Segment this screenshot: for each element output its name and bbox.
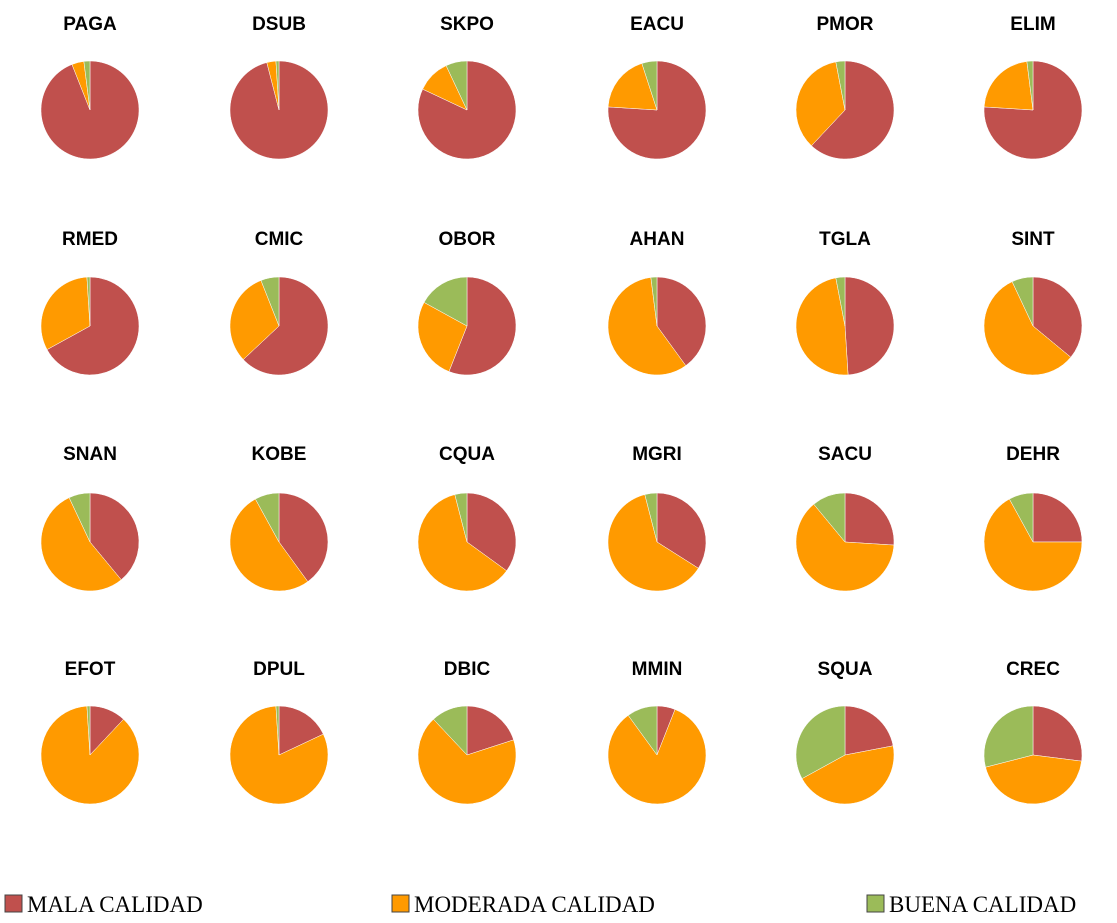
pie-slice xyxy=(40,497,122,592)
pie-slice xyxy=(433,705,468,756)
pie-slice xyxy=(278,705,324,756)
legend-swatch xyxy=(391,894,410,913)
pie-slice xyxy=(445,60,468,111)
pie-slice xyxy=(46,276,140,376)
pie-slice xyxy=(813,492,846,543)
pie-slice xyxy=(795,705,846,779)
pie-title: MGRI xyxy=(632,444,682,465)
pie-slice xyxy=(40,276,91,350)
pie-title: DPUL xyxy=(253,659,305,680)
pie-title: DSUB xyxy=(252,14,306,35)
pie-title: PMOR xyxy=(817,14,874,35)
pie-slice xyxy=(83,60,91,111)
pie-slice xyxy=(278,492,329,582)
pie-slice xyxy=(644,492,658,543)
pie-slice xyxy=(242,276,329,376)
pie-slice xyxy=(795,503,895,592)
pie-title: EACU xyxy=(630,14,684,35)
pie-slice xyxy=(423,276,468,327)
pie-slice xyxy=(607,494,699,592)
pie-title: TGLA xyxy=(819,229,871,250)
pie-slice xyxy=(627,705,658,756)
pie-slice xyxy=(1032,492,1083,543)
pie-slice xyxy=(229,498,309,592)
pie-slice xyxy=(229,280,280,360)
pie-slice xyxy=(260,276,280,327)
pie-slice xyxy=(844,276,895,376)
pie-title: DBIC xyxy=(444,659,491,680)
pie-title: CQUA xyxy=(439,444,495,465)
pie-slice xyxy=(417,718,517,805)
legend-swatch xyxy=(866,894,885,913)
pie-slice xyxy=(466,492,517,572)
pie-title: SNAN xyxy=(63,444,117,465)
pie-slice xyxy=(844,705,894,756)
pie-slice xyxy=(275,705,280,756)
pie-slice xyxy=(40,705,140,805)
pie-title: PAGA xyxy=(63,14,117,35)
pie-slice xyxy=(795,61,846,147)
pie-title: SKPO xyxy=(440,14,494,35)
pie-title: AHAN xyxy=(630,229,685,250)
pie-slice xyxy=(454,492,468,543)
pie-slice xyxy=(1032,276,1083,358)
pie-slice xyxy=(983,705,1034,768)
pie-slice xyxy=(417,302,468,372)
pie-slice xyxy=(650,276,658,327)
pie-slice xyxy=(844,492,895,546)
pie-slice xyxy=(656,492,707,569)
pie-slice xyxy=(255,492,280,543)
pie-slice xyxy=(68,492,91,543)
pie-slice xyxy=(607,63,658,111)
pie-title: CMIC xyxy=(255,229,304,250)
pie-slice xyxy=(835,276,846,327)
pie-slice xyxy=(229,705,329,805)
pie-title: MMIN xyxy=(632,659,683,680)
pie-title: RMED xyxy=(62,229,118,250)
pie-slice xyxy=(811,60,895,160)
pie-slice xyxy=(835,60,846,111)
pie-slice xyxy=(466,705,514,756)
pie-title: SINT xyxy=(1011,229,1055,250)
pie-title: DEHR xyxy=(1006,444,1060,465)
pie-slice xyxy=(801,745,895,805)
pie-slice xyxy=(86,276,91,327)
pie-slice xyxy=(641,60,658,111)
pie-slice xyxy=(983,61,1034,111)
pie-slice xyxy=(985,754,1082,805)
pie-title: SQUA xyxy=(818,659,873,680)
pie-title: EFOT xyxy=(65,659,116,680)
pie-slice xyxy=(607,709,707,805)
pie-title: CREC xyxy=(1006,659,1060,680)
pie-slice xyxy=(983,281,1072,376)
pie-slice xyxy=(983,498,1083,592)
pie-slice xyxy=(275,60,280,111)
pie-slice xyxy=(1032,705,1083,762)
pie-slice xyxy=(1009,492,1034,543)
pie-slice xyxy=(795,277,849,376)
pie-slice xyxy=(89,492,140,581)
pie-title: OBOR xyxy=(439,229,496,250)
pie-slice xyxy=(417,494,507,592)
pie-slice xyxy=(1011,276,1034,327)
pie-title: KOBE xyxy=(252,444,307,465)
pie-slice xyxy=(656,276,707,366)
pie-slice xyxy=(448,276,517,376)
legend-label: BUENA CALIDAD xyxy=(889,892,1076,917)
pie-slice xyxy=(607,277,687,376)
legend-swatch xyxy=(4,894,23,913)
pie-title: SACU xyxy=(818,444,872,465)
pie-slice xyxy=(86,705,91,756)
pie-slice xyxy=(1026,60,1034,111)
legend-label: MODERADA CALIDAD xyxy=(414,892,655,917)
pie-title: ELIM xyxy=(1010,14,1055,35)
legend-label: MALA CALIDAD xyxy=(27,892,203,917)
